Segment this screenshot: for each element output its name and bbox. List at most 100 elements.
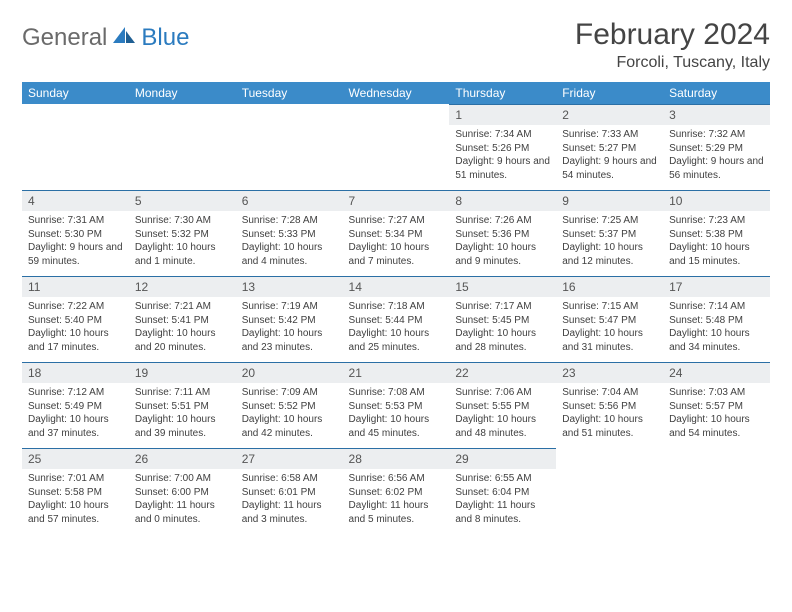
sunset: Sunset: 5:42 PM [242,314,337,328]
sunrise: Sunrise: 7:32 AM [669,128,764,142]
sunset: Sunset: 5:33 PM [242,228,337,242]
sunrise: Sunrise: 7:18 AM [349,300,444,314]
day-details: Sunrise: 7:22 AMSunset: 5:40 PMDaylight:… [22,297,129,359]
weekday-header: Sunday [22,82,129,104]
sunset: Sunset: 5:44 PM [349,314,444,328]
calendar-day-cell: 5Sunrise: 7:30 AMSunset: 5:32 PMDaylight… [129,190,236,276]
calendar-day-cell: 23Sunrise: 7:04 AMSunset: 5:56 PMDayligh… [556,362,663,448]
daylight: Daylight: 11 hours and 3 minutes. [242,499,337,526]
sunset: Sunset: 5:34 PM [349,228,444,242]
day-details: Sunrise: 7:15 AMSunset: 5:47 PMDaylight:… [556,297,663,359]
calendar-day-cell: 2Sunrise: 7:33 AMSunset: 5:27 PMDaylight… [556,104,663,190]
day-details: Sunrise: 7:27 AMSunset: 5:34 PMDaylight:… [343,211,450,273]
calendar-day-cell: 25Sunrise: 7:01 AMSunset: 5:58 PMDayligh… [22,448,129,534]
calendar-day-cell: 27Sunrise: 6:58 AMSunset: 6:01 PMDayligh… [236,448,343,534]
calendar-day-cell: 26Sunrise: 7:00 AMSunset: 6:00 PMDayligh… [129,448,236,534]
sunrise: Sunrise: 7:06 AM [455,386,550,400]
day-number: 23 [556,362,663,383]
daylight: Daylight: 10 hours and 48 minutes. [455,413,550,440]
daylight: Daylight: 10 hours and 1 minute. [135,241,230,268]
calendar-week-row: 1Sunrise: 7:34 AMSunset: 5:26 PMDaylight… [22,104,770,190]
day-details: Sunrise: 7:19 AMSunset: 5:42 PMDaylight:… [236,297,343,359]
calendar-day-cell: 21 Sunrise: 7:08 AMSunset: 5:53 PMDayligh… [343,362,450,448]
logo-sail-icon [111,25,137,52]
calendar-day-cell: 16Sunrise: 7:15 AMSunset: 5:47 PMDayligh… [556,276,663,362]
daylight: Daylight: 10 hours and 9 minutes. [455,241,550,268]
sunset: Sunset: 5:26 PM [455,142,550,156]
calendar-day-cell: 18Sunrise: 7:12 AMSunset: 5:49 PMDayligh… [22,362,129,448]
day-number: 21 [343,362,450,383]
day-number: 3 [663,104,770,125]
calendar-day-cell: 22Sunrise: 7:06 AMSunset: 5:55 PMDayligh… [449,362,556,448]
weekday-header: Wednesday [343,82,450,104]
sunrise: Sunrise: 7:17 AM [455,300,550,314]
sunset: Sunset: 5:36 PM [455,228,550,242]
sunrise: Sunrise: 6:58 AM [242,472,337,486]
day-number: 20 [236,362,343,383]
daylight: Daylight: 11 hours and 8 minutes. [455,499,550,526]
day-number: 1 [449,104,556,125]
logo: General Blue [22,18,189,52]
day-number: 24 [663,362,770,383]
sunset: Sunset: 5:45 PM [455,314,550,328]
calendar-week-row: 11Sunrise: 7:22 AMSunset: 5:40 PMDayligh… [22,276,770,362]
calendar-day-cell: 11Sunrise: 7:22 AMSunset: 5:40 PMDayligh… [22,276,129,362]
sunrise: Sunrise: 7:09 AM [242,386,337,400]
day-details: Sunrise: 7:11 AMSunset: 5:51 PMDaylight:… [129,383,236,445]
daylight: Daylight: 10 hours and 39 minutes. [135,413,230,440]
calendar-day-cell: 24Sunrise: 7:03 AMSunset: 5:57 PMDayligh… [663,362,770,448]
weekday-header: Saturday [663,82,770,104]
sunset: Sunset: 5:48 PM [669,314,764,328]
day-number: 13 [236,276,343,297]
sunrise: Sunrise: 7:25 AM [562,214,657,228]
day-details: Sunrise: 7:30 AMSunset: 5:32 PMDaylight:… [129,211,236,273]
day-number: 14 [343,276,450,297]
calendar-week-row: 4Sunrise: 7:31 AMSunset: 5:30 PMDaylight… [22,190,770,276]
sunrise: Sunrise: 7:30 AM [135,214,230,228]
daylight: Daylight: 9 hours and 59 minutes. [28,241,123,268]
day-details: Sunrise: 6:55 AMSunset: 6:04 PMDaylight:… [449,469,556,531]
day-number: 29 [449,448,556,469]
day-number: 8 [449,190,556,211]
day-number: 5 [129,190,236,211]
sunset: Sunset: 5:53 PM [349,400,444,414]
daylight: Daylight: 10 hours and 34 minutes. [669,327,764,354]
day-number: 2 [556,104,663,125]
calendar-day-cell: 15Sunrise: 7:17 AMSunset: 5:45 PMDayligh… [449,276,556,362]
sunset: Sunset: 5:30 PM [28,228,123,242]
day-details: Sunrise: 7:09 AMSunset: 5:52 PMDaylight:… [236,383,343,445]
sunrise: Sunrise: 7:04 AM [562,386,657,400]
day-number: 7 [343,190,450,211]
sunrise: Sunrise: 7:34 AM [455,128,550,142]
day-details: Sunrise: 7:12 AMSunset: 5:49 PMDaylight:… [22,383,129,445]
day-number: 22 [449,362,556,383]
daylight: Daylight: 10 hours and 45 minutes. [349,413,444,440]
day-details: Sunrise: 7:31 AMSunset: 5:30 PMDaylight:… [22,211,129,273]
day-details: Sunrise: 7:34 AMSunset: 5:26 PMDaylight:… [449,125,556,187]
sunrise: Sunrise: 7:03 AM [669,386,764,400]
day-number: 11 [22,276,129,297]
calendar-day-cell [663,448,770,534]
calendar-day-cell [343,104,450,190]
daylight: Daylight: 10 hours and 28 minutes. [455,327,550,354]
day-details: Sunrise: 7:18 AMSunset: 5:44 PMDaylight:… [343,297,450,359]
daylight: Daylight: 11 hours and 5 minutes. [349,499,444,526]
daylight: Daylight: 10 hours and 25 minutes. [349,327,444,354]
calendar-day-cell [129,104,236,190]
sunrise: Sunrise: 7:08 AM [349,386,444,400]
day-details: Sunrise: 7:06 AMSunset: 5:55 PMDaylight:… [449,383,556,445]
sunset: Sunset: 5:55 PM [455,400,550,414]
sunset: Sunset: 5:40 PM [28,314,123,328]
sunrise: Sunrise: 7:23 AM [669,214,764,228]
location: Forcoli, Tuscany, Italy [575,54,770,72]
title-block: February 2024 Forcoli, Tuscany, Italy [575,18,770,72]
calendar-day-cell: 29Sunrise: 6:55 AMSunset: 6:04 PMDayligh… [449,448,556,534]
calendar-week-row: 25Sunrise: 7:01 AMSunset: 5:58 PMDayligh… [22,448,770,534]
sunrise: Sunrise: 7:26 AM [455,214,550,228]
sunset: Sunset: 5:47 PM [562,314,657,328]
day-number: 26 [129,448,236,469]
calendar-day-cell: 6Sunrise: 7:28 AMSunset: 5:33 PMDaylight… [236,190,343,276]
daylight: Daylight: 10 hours and 20 minutes. [135,327,230,354]
day-details: Sunrise: 7:23 AMSunset: 5:38 PMDaylight:… [663,211,770,273]
day-details: Sunrise: 7:26 AMSunset: 5:36 PMDaylight:… [449,211,556,273]
